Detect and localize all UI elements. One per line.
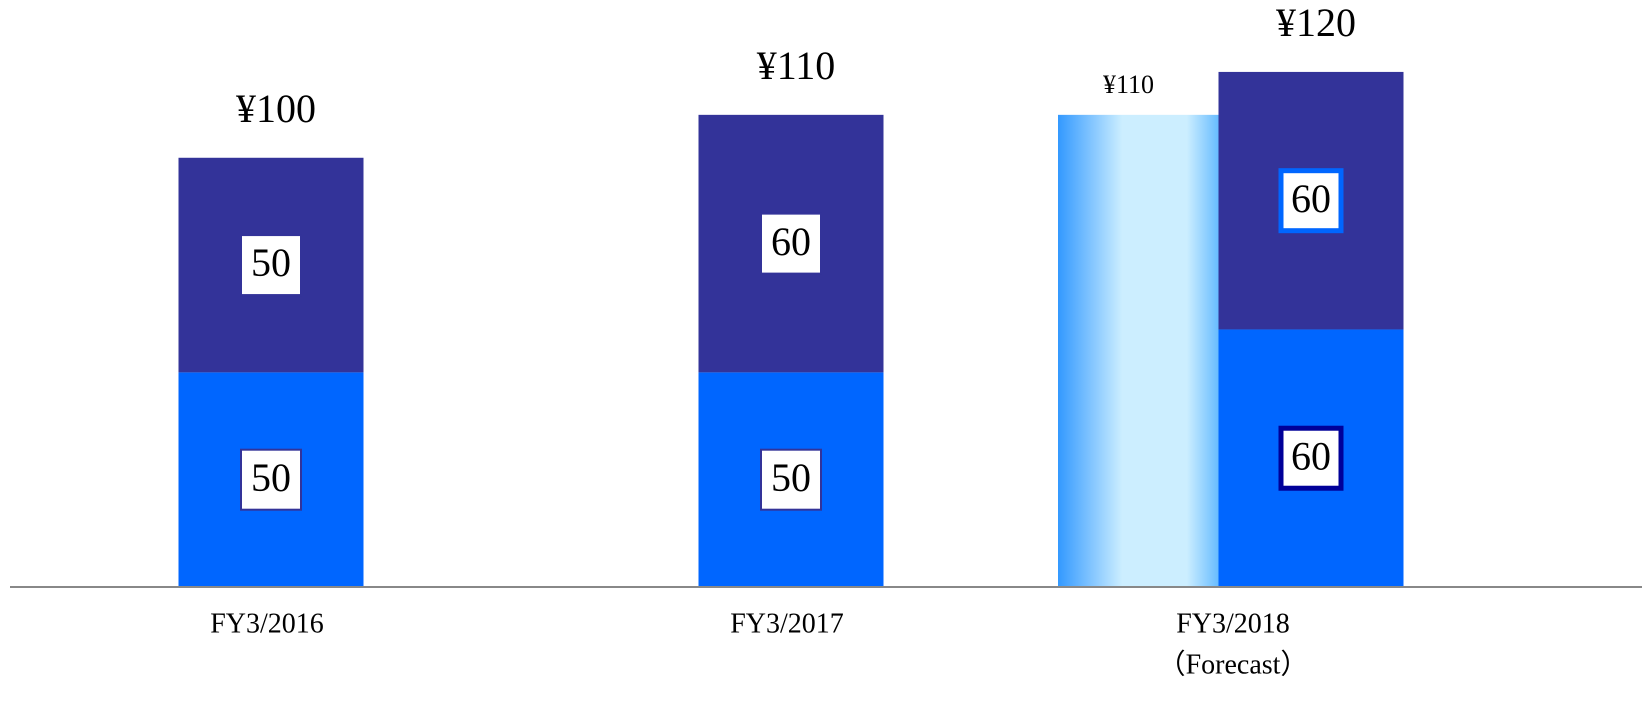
label-box bbox=[760, 212, 822, 275]
x-tick-label: FY3/2017 bbox=[730, 608, 844, 639]
segment-label: 60 bbox=[1291, 176, 1331, 221]
total-label: ¥110 bbox=[757, 43, 836, 88]
segment-label: 60 bbox=[771, 219, 811, 264]
segment-label: 50 bbox=[771, 455, 811, 500]
x-tick-label: FY3/2016 bbox=[210, 608, 324, 639]
previous-forecast-bar bbox=[1058, 114, 1219, 587]
segment-label: 60 bbox=[1291, 433, 1331, 478]
label-box bbox=[760, 448, 822, 511]
segment-label: 50 bbox=[251, 455, 291, 500]
total-label: ¥120 bbox=[1276, 0, 1356, 45]
total-label: ¥100 bbox=[236, 86, 316, 131]
category-note: （Forecast） bbox=[1158, 648, 1309, 680]
label-box bbox=[240, 234, 302, 297]
label-box bbox=[240, 448, 302, 511]
x-tick-label: FY3/2018 bbox=[1176, 608, 1290, 639]
label-box bbox=[1278, 168, 1344, 234]
segment-label: 50 bbox=[251, 240, 291, 285]
label-box bbox=[1278, 425, 1344, 491]
previous-forecast-label: ¥110 bbox=[1103, 70, 1154, 99]
